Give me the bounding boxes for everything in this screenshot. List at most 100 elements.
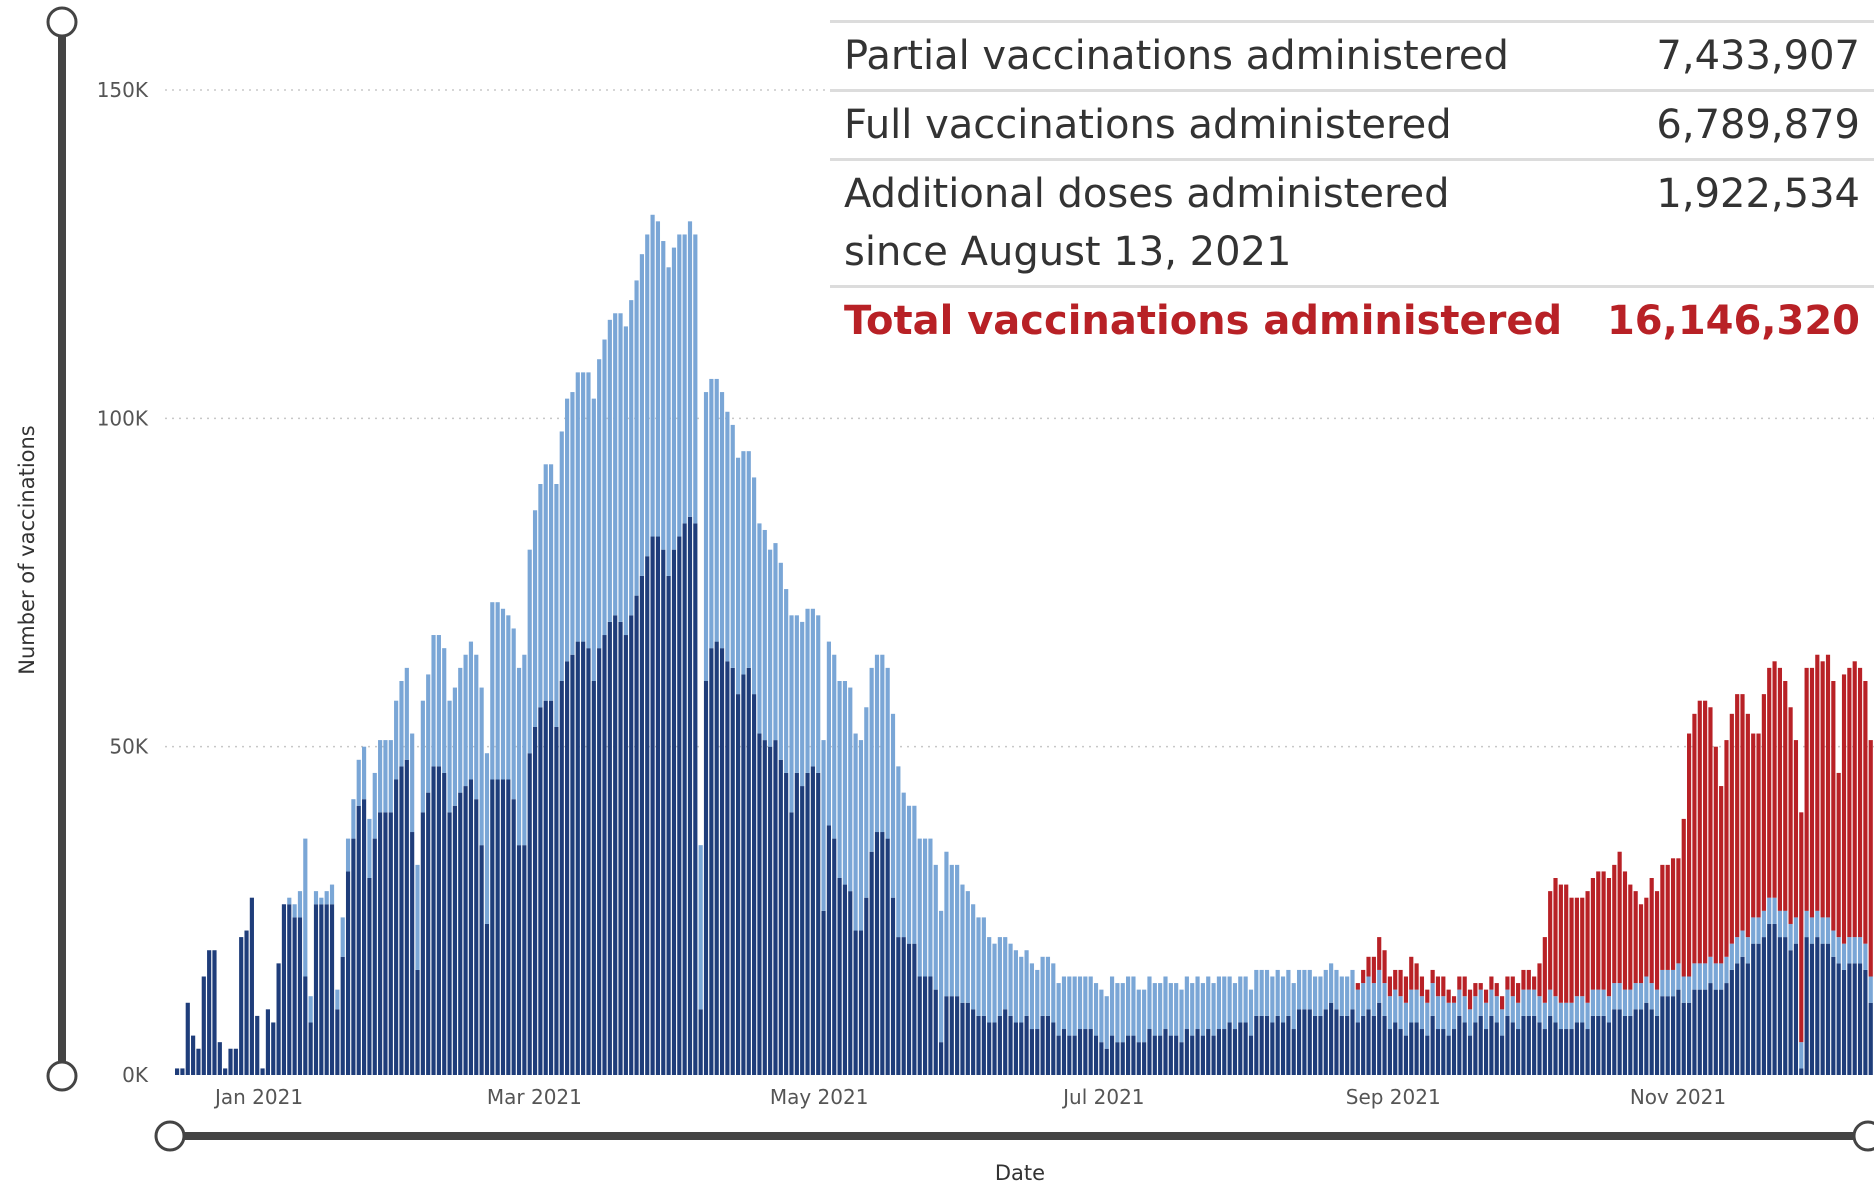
bar-segment[interactable] (1270, 1022, 1275, 1075)
bar-segment[interactable] (1863, 943, 1868, 970)
bar-segment[interactable] (292, 917, 297, 1075)
bar-segment[interactable] (1628, 884, 1633, 990)
bar-segment[interactable] (1708, 983, 1713, 1075)
bar-segment[interactable] (1799, 812, 1804, 1043)
bar-segment[interactable] (1227, 976, 1232, 1023)
bar-segment[interactable] (1841, 943, 1847, 970)
bar-segment[interactable] (527, 753, 532, 1075)
bar-segment[interactable] (1708, 707, 1713, 957)
bar-segment[interactable] (1232, 983, 1238, 1030)
bar-segment[interactable] (1719, 786, 1724, 964)
bar-segment[interactable] (212, 950, 217, 1075)
bar-segment[interactable] (1056, 1035, 1061, 1075)
bar-segment[interactable] (1393, 989, 1398, 1023)
bar-segment[interactable] (1072, 976, 1077, 1036)
bar-segment[interactable] (468, 779, 474, 1076)
bar-segment[interactable] (1500, 1009, 1505, 1036)
bar-segment[interactable] (1152, 983, 1157, 1036)
bar-segment[interactable] (1184, 976, 1189, 1030)
bar-segment[interactable] (1521, 1015, 1526, 1075)
bar-segment[interactable] (351, 838, 356, 1075)
bar-segment[interactable] (1670, 969, 1676, 997)
bar-segment[interactable] (233, 1048, 238, 1075)
bar-segment[interactable] (992, 943, 997, 1023)
bar-segment[interactable] (1243, 976, 1248, 1023)
bar-segment[interactable] (1414, 1022, 1419, 1075)
bar-segment[interactable] (303, 976, 308, 1076)
bar-segment[interactable] (1505, 989, 1510, 1016)
bar-segment[interactable] (1724, 956, 1729, 984)
bar-segment[interactable] (1003, 1009, 1008, 1075)
bar-segment[interactable] (1056, 983, 1061, 1036)
bar-segment[interactable] (1756, 943, 1761, 1075)
bar-segment[interactable] (1403, 976, 1409, 1003)
bar-segment[interactable] (426, 792, 431, 1075)
bar-segment[interactable] (410, 733, 415, 833)
bar-segment[interactable] (1088, 1029, 1093, 1075)
bar-segment[interactable] (752, 477, 757, 695)
bar-segment[interactable] (1088, 976, 1093, 1030)
bar-segment[interactable] (532, 726, 538, 1075)
bar-segment[interactable] (1467, 1035, 1473, 1075)
bar-segment[interactable] (1045, 956, 1051, 1016)
bar-segment[interactable] (490, 602, 495, 780)
bar-segment[interactable] (1200, 1035, 1205, 1075)
bar-segment[interactable] (858, 740, 864, 931)
bar-segment[interactable] (1366, 956, 1371, 977)
bar-segment[interactable] (506, 779, 511, 1076)
bar-segment[interactable] (939, 910, 944, 1043)
bar-segment[interactable] (1836, 963, 1841, 1075)
bar-segment[interactable] (1676, 989, 1681, 1075)
bar-segment[interactable] (1809, 667, 1815, 918)
bar-segment[interactable] (906, 805, 912, 944)
bar-segment[interactable] (768, 549, 773, 747)
bar-segment[interactable] (415, 864, 420, 970)
bar-segment[interactable] (1457, 989, 1462, 1016)
bar-segment[interactable] (1409, 1022, 1414, 1075)
bar-segment[interactable] (778, 759, 783, 1075)
bar-segment[interactable] (885, 838, 890, 1075)
bar-segment[interactable] (890, 713, 896, 898)
bar-segment[interactable] (864, 897, 869, 1075)
bar-segment[interactable] (410, 832, 415, 1075)
bar-segment[interactable] (741, 674, 746, 1075)
bar-segment[interactable] (1622, 1015, 1628, 1075)
bar-segment[interactable] (682, 523, 687, 1075)
bar-segment[interactable] (1147, 976, 1152, 1030)
bar-segment[interactable] (1494, 1022, 1499, 1075)
bar-segment[interactable] (1740, 930, 1745, 957)
bar-segment[interactable] (1740, 956, 1745, 1075)
bar-segment[interactable] (1457, 976, 1462, 990)
bar-segment[interactable] (1606, 996, 1612, 1023)
bar-segment[interactable] (458, 667, 463, 793)
bar-segment[interactable] (1585, 1029, 1590, 1075)
bar-segment[interactable] (1136, 989, 1141, 1043)
bar-segment[interactable] (1857, 963, 1863, 1075)
bar-segment[interactable] (992, 1022, 997, 1075)
bar-segment[interactable] (853, 733, 858, 931)
bar-segment[interactable] (1361, 1015, 1366, 1075)
bar-segment[interactable] (1612, 1009, 1617, 1075)
bar-segment[interactable] (607, 621, 612, 1075)
bar-segment[interactable] (297, 917, 303, 1075)
bar-segment[interactable] (1398, 969, 1403, 997)
bar-segment[interactable] (367, 818, 372, 878)
bar-segment[interactable] (388, 740, 393, 813)
bar-segment[interactable] (794, 772, 799, 1075)
bar-segment[interactable] (1441, 1029, 1446, 1075)
bar-segment[interactable] (1628, 989, 1633, 1016)
bar-segment[interactable] (757, 733, 762, 1075)
bar-segment[interactable] (1735, 937, 1740, 964)
bar-segment[interactable] (538, 484, 543, 708)
bar-segment[interactable] (1692, 963, 1697, 990)
bar-segment[interactable] (1259, 1015, 1264, 1075)
bar-segment[interactable] (1574, 1022, 1579, 1075)
bar-segment[interactable] (1254, 969, 1259, 1016)
bar-segment[interactable] (816, 615, 821, 773)
bar-segment[interactable] (1804, 937, 1809, 1075)
bar-segment[interactable] (618, 621, 623, 1075)
bar-segment[interactable] (591, 398, 596, 681)
bar-segment[interactable] (853, 930, 858, 1075)
bar-segment[interactable] (1035, 1029, 1040, 1075)
bar-segment[interactable] (703, 392, 709, 681)
